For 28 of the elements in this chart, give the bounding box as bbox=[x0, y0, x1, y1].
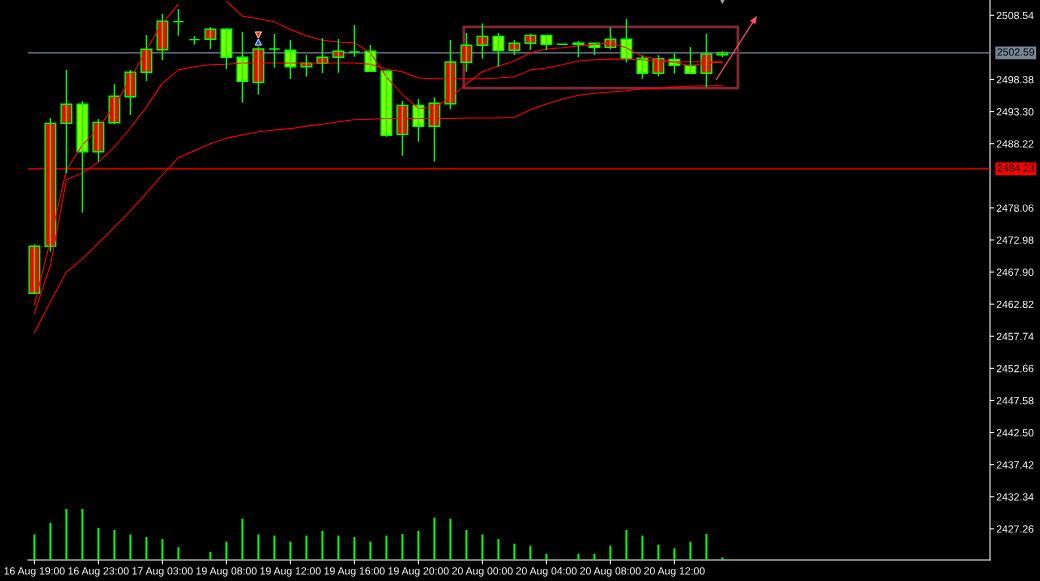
x-tick-label: 19 Aug 12:00 bbox=[260, 567, 321, 577]
ref-line-label: 2502.59 bbox=[997, 48, 1035, 56]
y-tick-label: 2427.26 bbox=[996, 525, 1034, 533]
x-tick-label: 20 Aug 12:00 bbox=[644, 567, 705, 577]
y-tick-label: 2467.90 bbox=[996, 268, 1034, 276]
ref-line-label: 2484.23 bbox=[997, 164, 1035, 172]
y-tick-label: 2488.22 bbox=[996, 140, 1034, 148]
y-tick-label: 2437.42 bbox=[996, 461, 1034, 469]
x-tick-label: 19 Aug 16:00 bbox=[324, 567, 385, 577]
x-tick-label: 16 Aug 19:00 bbox=[4, 567, 65, 577]
y-tick-label: 2462.82 bbox=[996, 300, 1034, 309]
x-tick-label: 20 Aug 04:00 bbox=[516, 567, 577, 577]
y-tick-label: 2447.58 bbox=[996, 396, 1034, 405]
x-tick-label: 16 Aug 23:00 bbox=[68, 567, 129, 577]
x-tick-label: 17 Aug 03:00 bbox=[132, 567, 193, 577]
y-tick-label: 2432.34 bbox=[996, 493, 1034, 501]
y-tick-label: 2457.74 bbox=[996, 332, 1034, 341]
y-tick-label: 2452.66 bbox=[996, 364, 1034, 373]
y-tick-label: 2442.50 bbox=[996, 429, 1034, 437]
y-tick-label: 2493.30 bbox=[996, 108, 1034, 116]
y-tick-label: 2508.54 bbox=[996, 11, 1034, 20]
y-tick-label: 2472.98 bbox=[996, 236, 1034, 244]
x-tick-label: 19 Aug 08:00 bbox=[196, 567, 257, 577]
x-tick-label: 19 Aug 20:00 bbox=[388, 567, 449, 577]
y-tick-label: 2498.38 bbox=[996, 75, 1034, 84]
x-tick-label: 20 Aug 08:00 bbox=[580, 567, 641, 577]
x-tick-label: 20 Aug 00:00 bbox=[452, 567, 513, 577]
y-tick-label: 2478.06 bbox=[996, 204, 1034, 212]
